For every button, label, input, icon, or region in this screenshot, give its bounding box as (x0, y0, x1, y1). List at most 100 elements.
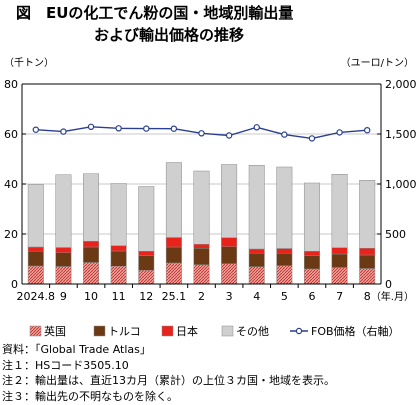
bar-segment-uk (55, 266, 72, 285)
legend-uk-swatch (29, 325, 42, 337)
x-tick-label: 10 (84, 290, 98, 303)
x-tick-label: 6 (308, 290, 315, 303)
bar-segment-turkey (110, 250, 127, 267)
fob-price-point (253, 124, 260, 131)
bar-segment-turkey (193, 248, 210, 265)
bar-segment-other (193, 170, 210, 245)
y-tick-label-right: 1,000 (385, 178, 417, 191)
legend-japan-label: 日本 (176, 324, 198, 338)
fob-price-point (115, 125, 122, 132)
axis-labels: 0 20 40 60 80 0 500 1,000 1,500 2,000 2024.8 9 10 11 1… (4, 57, 417, 303)
x-axis-label: （年.月） (371, 290, 414, 303)
y-tick-label-right: 2,000 (385, 78, 417, 91)
y-axis-label-right: （ユーロ/トン） (341, 57, 414, 69)
fob-price-point (225, 132, 233, 139)
bar-segment-uk (193, 264, 210, 285)
bar-segment-japan (55, 247, 72, 253)
fob-price-point (198, 130, 205, 137)
y-tick-label-left: 0 (11, 278, 18, 291)
fob-price-point (60, 128, 67, 135)
bar-segment-uk (303, 268, 320, 285)
legend-fob-marker (295, 327, 303, 335)
legend: 英国 トルコ 日本 その他 FOB価格（右軸） (29, 324, 400, 338)
x-tick-label: 8 (364, 290, 371, 303)
bar-segment-other (303, 182, 320, 252)
notes: 資料：「Global Trade Atlas」 注１：HSコード3505.10 … (2, 342, 335, 404)
fob-price-point (336, 129, 343, 136)
fob-price-point (143, 125, 150, 132)
chart-svg: 0 20 40 60 80 0 500 1,000 1,500 2,000 2024.8 9 10 11 1… (4, 57, 417, 338)
legend-fob-label: FOB価格（右軸） (311, 324, 400, 338)
bar-segment-japan (303, 251, 320, 256)
bar-segment-japan (221, 237, 238, 247)
fob-price-point (308, 135, 316, 142)
bar-segment-turkey (83, 246, 100, 263)
y-tick-label-left: 40 (4, 178, 18, 191)
note-2: 注２：輸出量は、直近13カ月（累計）の上位３カ国・地域を表示。 (2, 374, 335, 387)
bar-segment-japan (83, 241, 100, 248)
y-tick-label-right: 500 (385, 228, 406, 241)
bar-segment-other (138, 186, 155, 252)
legend-uk-label: 英国 (44, 324, 66, 338)
bar-segment-japan (110, 245, 127, 252)
bar-segment-uk (276, 265, 293, 285)
bar-segment-uk (27, 265, 44, 285)
x-tick-label: 25.1 (162, 290, 187, 303)
bar-segment-other (165, 162, 182, 238)
bar-segment-japan (359, 248, 376, 256)
bar-segment-uk (221, 263, 238, 285)
x-tick-label: 7 (336, 290, 343, 303)
legend-other-swatch (221, 325, 234, 337)
note-1: 注１：HSコード3505.10 (2, 358, 129, 372)
bar-segment-uk (331, 267, 348, 285)
legend-other-label: その他 (236, 325, 269, 338)
note-source: 資料：「Global Trade Atlas」 (2, 343, 151, 356)
note-3: 注３：輸出先の不明なものを除く。 (2, 389, 178, 403)
bar-segment-uk (138, 270, 155, 285)
bar-segment-other (27, 184, 44, 248)
fob-price-point (281, 131, 288, 138)
chart-title-line1: 図 EUの化工でん粉の国・地域別輸出量 (16, 4, 294, 22)
axes (21, 83, 382, 288)
bar-segment-japan (248, 248, 265, 254)
x-tick-label: 5 (281, 290, 288, 303)
bar-segment-japan (276, 248, 293, 254)
bar-segment-uk (359, 268, 376, 285)
bar-segment-turkey (27, 251, 44, 267)
bar-segment-japan (193, 244, 210, 249)
bar-segment-other (55, 174, 72, 248)
bar-segment-uk (165, 262, 182, 285)
y-tick-label-left: 60 (4, 128, 18, 141)
bar-segment-japan (165, 237, 182, 248)
fob-price-line-layer (32, 123, 371, 142)
bar-segment-other (331, 174, 348, 248)
x-tick-label: 2 (198, 290, 205, 303)
fob-price-point (32, 126, 40, 133)
chart-title: 図 EUの化工でん粉の国・地域別輸出量 および輸出価格の推移 (0, 0, 420, 48)
fob-price-point (363, 126, 371, 134)
legend-turkey-label: トルコ (108, 325, 141, 338)
bar-segment-turkey (221, 246, 238, 264)
y-tick-label-left: 20 (4, 228, 18, 241)
bar-segment-uk (248, 266, 265, 285)
x-tick-label: 2024.8 (17, 290, 56, 303)
bar-segment-other (276, 166, 293, 249)
bar-segment-other (221, 164, 238, 238)
bar-segment-turkey (331, 253, 348, 268)
fob-price-point (170, 125, 178, 132)
chart-title-line2: および輸出価格の推移 (94, 26, 245, 44)
bar-segment-uk (110, 266, 127, 285)
bar-segment-turkey (248, 253, 265, 267)
legend-turkey-swatch (93, 325, 106, 337)
bar-segment-other (359, 180, 376, 249)
x-tick-label: 4 (253, 290, 260, 303)
x-tick-label: 3 (226, 290, 233, 303)
bar-segment-turkey (276, 253, 293, 266)
x-tick-label: 11 (112, 290, 126, 303)
bar-segment-turkey (55, 252, 72, 267)
x-tick-label: 12 (139, 290, 153, 303)
y-tick-label-left: 80 (4, 78, 18, 91)
bar-segment-other (248, 165, 265, 250)
bar-segment-japan (331, 247, 348, 255)
x-tick-label: 9 (60, 290, 67, 303)
